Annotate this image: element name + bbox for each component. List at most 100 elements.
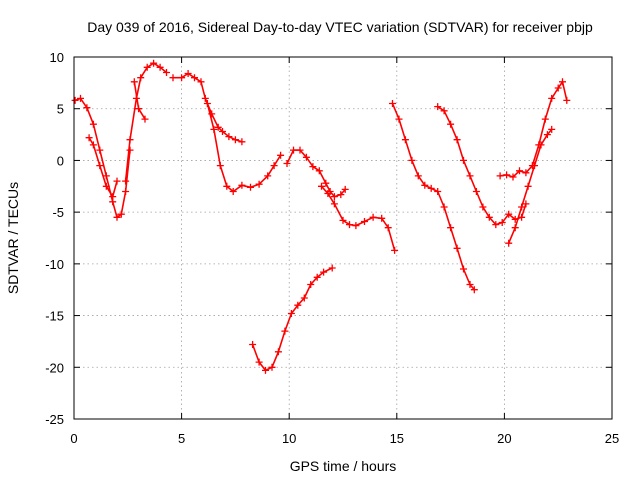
data-point (122, 177, 130, 185)
data-point (307, 281, 315, 288)
data-point (554, 84, 562, 92)
data-point (117, 210, 125, 218)
data-point (414, 172, 422, 180)
data-point (184, 70, 192, 77)
data-point (401, 136, 409, 144)
data-series (71, 59, 571, 374)
data-point (440, 203, 448, 211)
data-point (548, 125, 556, 133)
series-arc-7 (249, 264, 336, 374)
data-point (466, 281, 474, 288)
data-point (541, 115, 549, 123)
data-point (113, 213, 121, 221)
series-arc-5 (169, 70, 246, 146)
data-point (485, 213, 493, 221)
data-point (238, 181, 246, 189)
data-point (102, 182, 110, 190)
data-point (361, 218, 368, 225)
data-point (109, 193, 117, 201)
data-point (516, 167, 523, 175)
x-tick-label: 25 (605, 431, 619, 446)
data-point (277, 151, 285, 159)
data-point (163, 69, 170, 76)
series-arc-3 (122, 59, 170, 185)
data-point (522, 200, 530, 208)
data-point (135, 105, 143, 113)
data-point (255, 358, 263, 366)
data-point (472, 188, 480, 195)
data-point (339, 216, 347, 224)
x-tick-label: 10 (282, 431, 296, 446)
data-point (130, 78, 138, 86)
data-point (511, 224, 519, 232)
data-point (238, 138, 246, 146)
data-point (421, 181, 429, 189)
y-tick-label: -20 (45, 360, 64, 375)
data-point (470, 286, 478, 294)
data-point (378, 214, 386, 222)
data-point (197, 78, 205, 86)
x-tick-label: 15 (390, 431, 404, 446)
data-point (169, 74, 177, 82)
y-tick-label: 10 (50, 50, 64, 65)
data-point (274, 348, 282, 356)
data-point (505, 239, 513, 247)
data-point (143, 63, 151, 71)
data-point (498, 219, 506, 226)
data-point (113, 177, 121, 185)
series-arc-6 (203, 100, 285, 195)
data-point (126, 136, 134, 144)
grid (74, 57, 612, 419)
data-point (302, 153, 310, 161)
series-trace (251, 267, 333, 372)
x-tick-label: 0 (70, 431, 77, 446)
data-point (559, 78, 566, 86)
y-tick-label: 5 (57, 102, 64, 117)
data-point (137, 74, 145, 82)
data-point (102, 172, 110, 180)
data-point (543, 131, 551, 139)
data-point (255, 180, 263, 188)
data-point (492, 221, 500, 229)
data-point (89, 141, 97, 149)
series-arc-8 (283, 146, 349, 201)
data-point (96, 162, 104, 170)
series-arc-2 (85, 134, 121, 201)
data-point (178, 74, 186, 82)
data-point (408, 156, 416, 164)
series-arc-1 (71, 94, 134, 221)
series-arc-10 (389, 100, 478, 294)
data-point (126, 146, 134, 154)
data-point (369, 213, 377, 221)
data-point (322, 179, 330, 187)
data-point (231, 136, 239, 144)
data-point (341, 185, 349, 193)
data-point (395, 115, 403, 123)
data-point (313, 273, 321, 281)
data-point (531, 162, 538, 170)
data-point (223, 182, 231, 190)
data-point (287, 310, 295, 317)
data-point (315, 167, 323, 175)
x-axis-label: GPS time / hours (290, 458, 397, 474)
data-point (447, 120, 455, 128)
series-trace (74, 97, 131, 219)
series-arc-11 (434, 103, 530, 229)
y-tick-label: -15 (45, 309, 64, 324)
data-point (453, 244, 461, 252)
chart-title: Day 039 of 2016, Sidereal Day-to-day VTE… (87, 19, 593, 35)
y-tick-label: -25 (45, 412, 64, 427)
data-point (563, 96, 571, 104)
data-point (283, 160, 291, 167)
data-point (518, 213, 526, 221)
data-point (156, 63, 164, 71)
data-point (447, 224, 455, 232)
data-point (210, 125, 218, 133)
x-tick-label: 5 (178, 431, 185, 446)
data-point (281, 327, 289, 335)
data-point (434, 103, 442, 111)
data-point (352, 222, 360, 230)
data-point (77, 94, 84, 102)
y-tick-label: -5 (52, 205, 64, 220)
